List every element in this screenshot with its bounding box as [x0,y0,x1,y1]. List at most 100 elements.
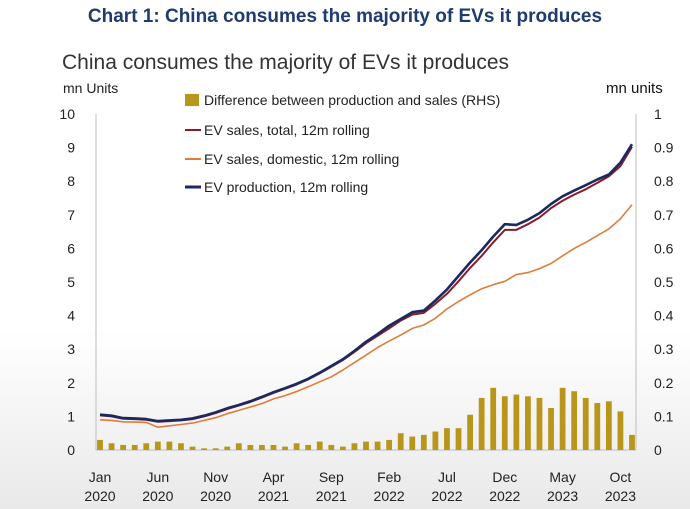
diff-bar [328,444,335,450]
diff-bar [629,434,635,450]
diff-bar [409,436,416,450]
series-lines [99,143,634,429]
diff-bar [97,439,103,450]
diff-bar [201,448,207,450]
x-tick-month-label: Sep [319,469,344,485]
y-tick-left-label: 5 [67,274,75,290]
diff-bar [166,441,173,450]
diff-bar [189,446,196,450]
page-header: Chart 1: China consumes the majority of … [87,6,603,27]
diff-bar [154,441,161,450]
diff-bar [467,414,473,450]
diff-bar [270,444,277,450]
diff-bar [305,444,312,450]
x-tick-year-label: 2021 [316,488,347,504]
y-ticks-left: 0 1 2 3 4 5 6 7 8 9 10 [59,106,75,458]
x-tick-year-label: 2021 [258,488,289,504]
y-tick-right-label: 0.1 [654,408,674,424]
diff-bars [97,387,635,450]
y-tick-left-label: 0 [67,442,75,458]
x-tick-month-label: Jan [89,469,112,485]
y-tick-left-label: 10 [59,106,75,122]
diff-bar [259,444,265,450]
x-tick-month-label: Apr [263,469,285,485]
diff-bar [224,446,231,450]
y-tick-right-label: 0.5 [654,274,674,290]
diff-bar [374,441,381,450]
diff-bar [432,431,439,450]
diff-bar [559,387,566,450]
diff-bar [363,441,369,450]
y-axis-label-left: mn Units [63,80,119,96]
y-tick-right-label: 0.7 [654,207,674,223]
diff-bar [455,428,462,450]
diff-bar [490,387,497,450]
y-tick-left-label: 6 [67,240,75,256]
diff-bar [212,448,219,450]
diff-bar [235,443,242,450]
diff-bar [178,443,184,450]
diff-bar [571,391,578,450]
x-tick-year-label: 2020 [84,488,115,504]
x-tick-year-label: 2020 [142,488,173,504]
diff-bar [131,444,138,450]
y-tick-left-label: 7 [67,207,75,223]
legend-swatch-bars [185,94,199,106]
x-tick-year-label: 2022 [374,488,405,504]
y-tick-right-label: 0.9 [654,140,674,156]
legend-label-bars: Difference between production and sales … [204,92,500,108]
x-tick-year-label: 2023 [605,488,636,504]
chart-title: China consumes the majority of EVs it pr… [62,51,510,74]
diff-bar [282,446,288,450]
y-tick-left-label: 8 [67,173,75,189]
line-production [99,143,634,423]
x-tick-month-label: Jun [147,469,170,485]
diff-bar [617,411,624,450]
x-ticks: Jan 2020 Jun 2020 Nov 2020 Apr 2021 Sep 2021 Feb 20… [84,469,636,504]
x-tick-year-label: 2022 [431,488,462,504]
diff-bar [293,443,300,450]
y-tick-right-label: 0.6 [654,240,674,256]
x-tick-month-label: Feb [377,469,401,485]
diff-bar [478,397,485,450]
y-tick-left-label: 2 [67,375,75,391]
y-tick-right-label: 0.2 [654,375,674,391]
x-tick-month-label: Oct [610,469,632,485]
diff-bar [120,444,127,450]
y-tick-left-label: 3 [67,341,75,357]
x-tick-month-label: Nov [203,469,228,485]
diff-bar [525,396,531,450]
diff-bar [143,443,150,450]
y-tick-right-label: 1 [654,106,662,122]
y-tick-left-label: 9 [67,140,75,156]
legend-label-sales-domestic: EV sales, domestic, 12m rolling [204,151,399,167]
legend: Difference between production and sales … [185,92,500,195]
y-ticks-right: 0 0.1 0.2 0.3 0.4 0.5 0.6 0.7 0.8 0.9 1 [654,106,674,458]
x-tick-year-label: 2022 [489,488,520,504]
diff-bar [444,428,450,450]
x-tick-year-label: 2023 [547,488,578,504]
legend-label-production: EV production, 12m rolling [204,179,368,195]
y-tick-left-label: 1 [67,408,75,424]
x-tick-month-label: May [549,469,575,485]
line-sales-domestic [99,204,633,429]
diff-bar [339,446,346,450]
legend-label-sales-total: EV sales, total, 12m rolling [204,122,370,138]
diff-bar [605,401,612,450]
y-tick-right-label: 0.3 [654,341,674,357]
x-tick-month-label: Jul [438,469,456,485]
diff-bar [582,397,589,450]
y-tick-right-label: 0.4 [654,308,674,324]
x-tick-year-label: 2020 [200,488,231,504]
diff-bar [397,433,404,450]
y-tick-left-label: 4 [67,308,75,324]
diff-bar [351,443,358,450]
diff-bar [386,439,393,450]
diff-bar [513,394,520,450]
diff-bar [420,434,427,450]
diff-bar [548,408,554,450]
x-tick-month-label: Dec [492,469,517,485]
diff-bar [108,443,115,450]
diff-bar [536,397,543,450]
